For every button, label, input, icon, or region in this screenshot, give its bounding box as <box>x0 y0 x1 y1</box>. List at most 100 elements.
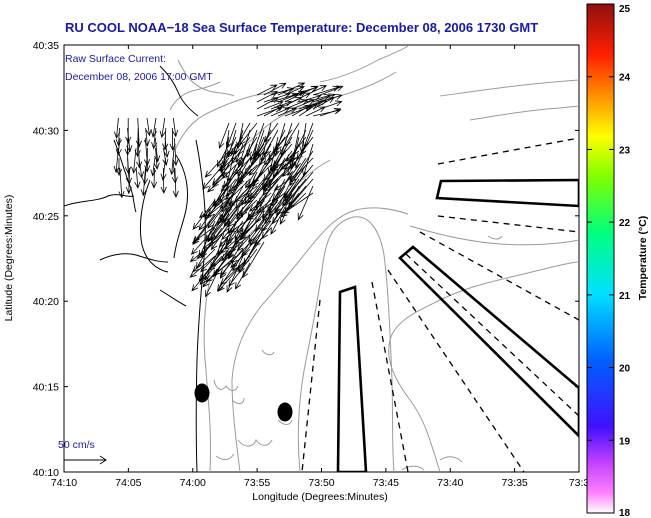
current-vector <box>296 136 314 160</box>
colorbar-tick-label: 18 <box>619 508 631 518</box>
y-tick-label: 40:10 <box>33 467 59 479</box>
current-vector <box>225 122 237 150</box>
colorbar-label: Temperature (°C) <box>637 216 649 301</box>
current-vector <box>270 206 286 235</box>
current-vector <box>144 147 151 173</box>
current-vector <box>263 164 293 192</box>
annotation-line-1: Raw Surface Current: <box>65 53 166 65</box>
current-vector <box>228 213 258 234</box>
x-tick-label: 74:05 <box>115 477 141 489</box>
current-vector <box>319 93 343 103</box>
current-vector <box>162 147 169 167</box>
current-vector <box>282 192 314 214</box>
current-vector <box>241 220 272 258</box>
y-axis-label: Latitude (Degrees:Minutes) <box>3 195 15 322</box>
current-vector <box>231 122 251 156</box>
annotation-line-2: December 08, 2006 17:00 GMT <box>65 71 213 83</box>
x-tick-label: 73:40 <box>437 477 463 489</box>
current-vector <box>249 213 272 247</box>
transect-boxes <box>336 178 579 472</box>
current-vector <box>218 122 230 149</box>
current-vector <box>228 248 258 287</box>
current-vector <box>134 167 141 189</box>
current-vector <box>286 136 307 162</box>
current-vector <box>204 150 230 178</box>
current-vector <box>247 164 272 188</box>
current-vector <box>136 137 143 169</box>
x-tick-label: 73:55 <box>244 477 270 489</box>
current-vector <box>231 136 251 165</box>
colorbar-tick-label: 22 <box>619 218 631 229</box>
map-plot-area: 50 cm/s Raw Surface Current: December 08… <box>58 44 580 473</box>
current-vector <box>202 157 230 190</box>
x-tick-label: 73:50 <box>308 477 334 489</box>
current-vector <box>270 107 291 117</box>
y-tick-label: 40:35 <box>33 40 59 52</box>
current-vector <box>207 199 230 229</box>
current-vector <box>263 129 279 157</box>
current-vector <box>287 143 307 177</box>
radar-dashed-lines <box>301 137 579 472</box>
current-vector <box>239 122 258 146</box>
current-vector <box>257 171 286 205</box>
colorbar-tick-label: 24 <box>619 73 631 84</box>
current-vector <box>248 220 265 243</box>
current-vector <box>305 93 332 103</box>
scale-arrowhead <box>99 455 107 465</box>
current-vector <box>131 147 138 174</box>
current-vector <box>253 129 272 162</box>
current-vector <box>143 127 150 147</box>
current-vector <box>246 129 258 158</box>
current-vector <box>263 143 279 166</box>
current-vector <box>249 122 265 162</box>
current-vector <box>163 137 170 159</box>
x-tick-label: 73:35 <box>501 477 527 489</box>
current-vector <box>151 167 158 189</box>
current-vector <box>263 122 279 144</box>
scale-label: 50 cm/s <box>58 439 95 451</box>
current-vector <box>242 241 265 279</box>
x-tick-label: 74:00 <box>180 477 206 489</box>
current-vector <box>224 227 251 250</box>
current-vector <box>272 143 293 168</box>
current-vector <box>238 136 258 168</box>
current-vector <box>255 185 279 224</box>
x-tick-label: 73:45 <box>373 477 399 489</box>
current-vector <box>280 122 293 156</box>
current-vector <box>160 167 167 194</box>
current-vector <box>113 147 120 174</box>
current-vector <box>115 127 122 147</box>
current-vector <box>319 107 342 117</box>
current-vector <box>319 85 344 96</box>
current-vector <box>221 206 251 241</box>
station-marker <box>194 383 210 403</box>
current-vector <box>196 234 223 260</box>
current-vector <box>115 157 123 177</box>
current-vector <box>142 157 149 186</box>
current-vector <box>210 213 237 251</box>
current-vector <box>256 91 279 103</box>
current-vector <box>303 122 314 149</box>
x-tick-label: 73:3 <box>569 477 590 489</box>
colorbar-ticks: 25 24 23 22 21 20 19 18 <box>587 3 631 518</box>
current-vector <box>236 199 258 220</box>
current-vector <box>224 234 251 258</box>
current-vector <box>153 147 160 170</box>
current-vector <box>140 167 147 197</box>
current-vector <box>219 255 251 285</box>
current-vector <box>274 178 293 214</box>
current-vector <box>145 117 152 137</box>
current-vector <box>191 220 223 244</box>
current-vector <box>237 234 265 273</box>
current-vector <box>159 117 166 139</box>
current-vector <box>172 137 179 167</box>
current-vector <box>169 127 176 151</box>
surface-current-vectors <box>113 82 344 298</box>
current-vector <box>285 164 314 199</box>
current-vector <box>298 85 319 96</box>
current-vector <box>268 185 293 217</box>
current-vector <box>277 107 298 117</box>
current-vector <box>202 227 230 250</box>
current-vector <box>113 117 121 139</box>
